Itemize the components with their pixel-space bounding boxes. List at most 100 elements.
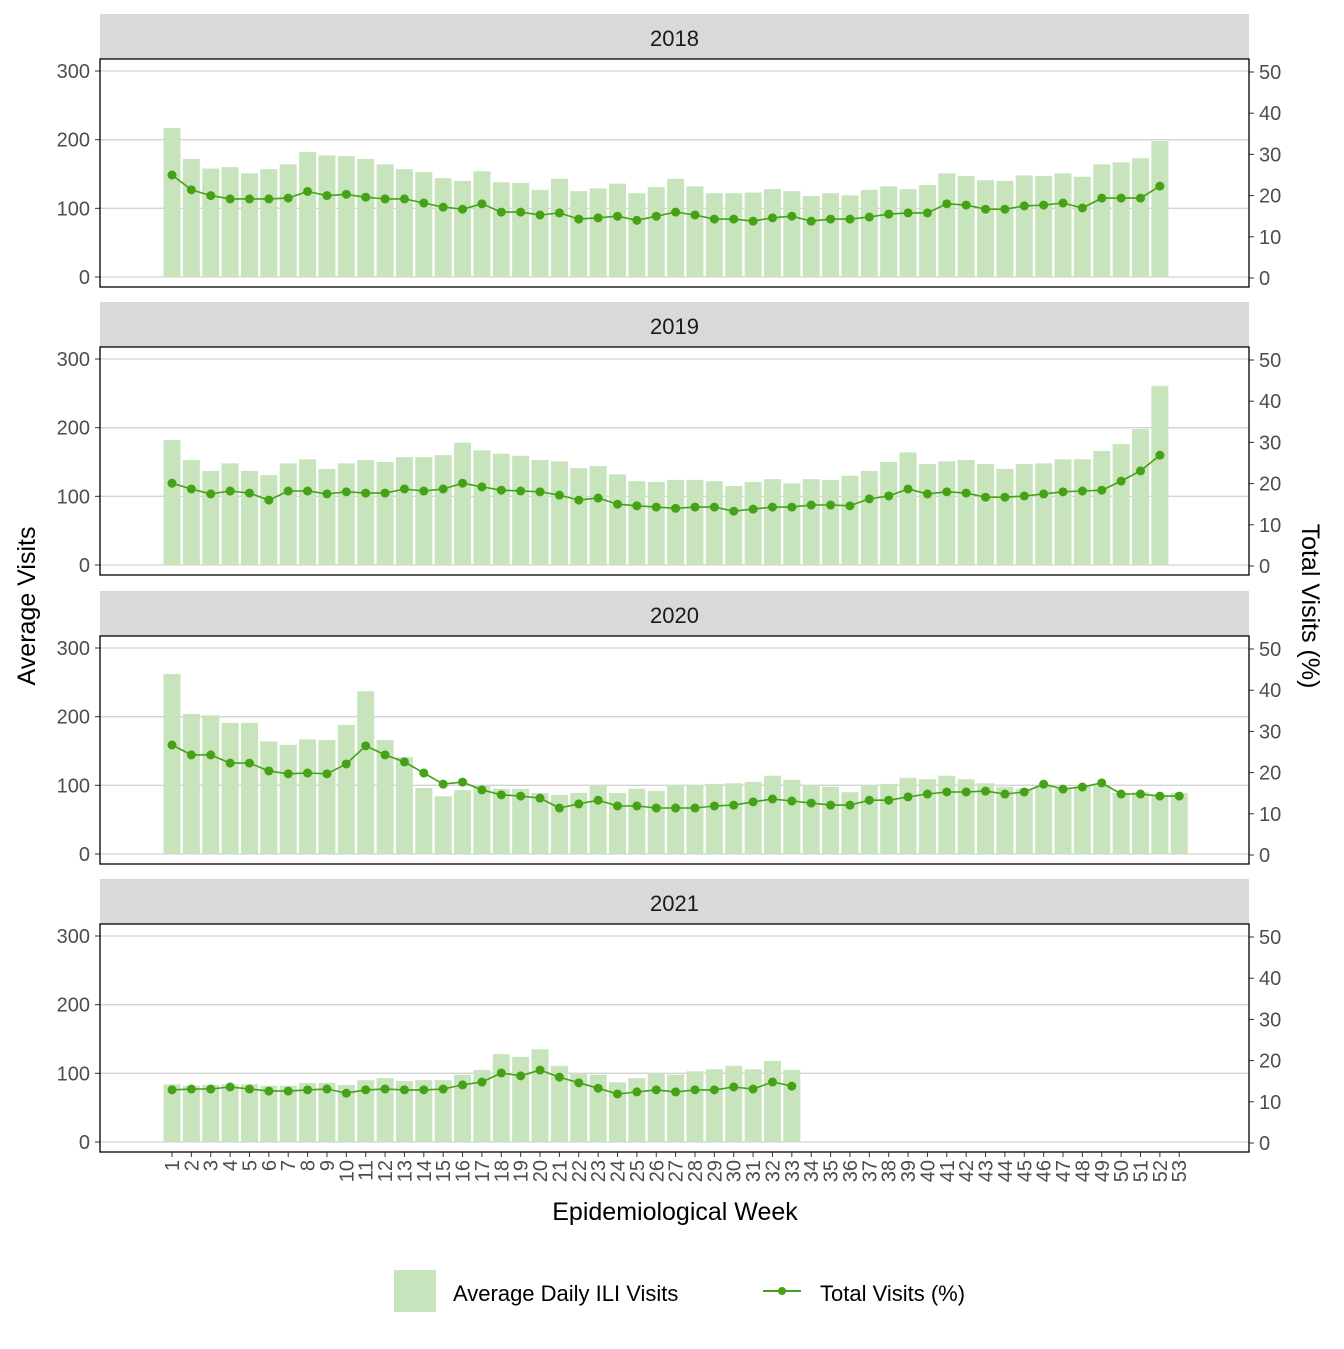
y-right-tick-label: 40 [1259,968,1281,990]
bar-week-33 [783,191,801,277]
bar-week-15 [434,178,452,277]
line-point-week-27 [671,1087,681,1097]
line-point-week-38 [884,491,894,501]
line-point-week-8 [303,1085,313,1095]
panel-title: 2019 [650,314,699,339]
line-point-week-14 [419,198,429,208]
bar-week-23 [589,466,607,565]
legend-line-label: Total Visits (%) [820,1281,965,1306]
bar-week-21 [550,1065,568,1142]
line-point-week-48 [1077,486,1087,496]
bar-week-11 [357,459,375,565]
line-point-week-19 [516,207,526,217]
line-point-week-5 [244,758,254,768]
bar-week-28 [686,479,704,565]
bar-week-24 [609,792,627,854]
bar-week-32 [763,1060,781,1142]
bar-week-12 [376,462,394,565]
bar-week-46 [1035,785,1053,854]
line-point-week-22 [574,495,584,505]
line-point-week-29 [709,214,719,224]
line-point-week-25 [632,1087,642,1097]
bar-week-43 [977,783,995,854]
bar-week-14 [415,1080,433,1142]
line-point-week-11 [361,741,371,751]
y-axis-title: Average Visits [13,527,41,686]
line-point-week-18 [496,485,506,495]
bar-week-36 [841,792,859,854]
x-tick-label: 33 [782,1160,804,1182]
bar-week-14 [415,171,433,277]
line-point-week-18 [496,207,506,217]
y-tick-label: 200 [57,707,90,729]
bar-week-1 [163,1084,181,1142]
bar-week-35 [822,193,840,277]
line-point-week-34 [806,216,816,226]
bar-week-50 [1112,444,1130,565]
legend-bar-swatch [394,1270,436,1312]
bar-week-22 [570,191,588,277]
bar-week-11 [357,158,375,277]
x-tick-label: 31 [743,1160,765,1182]
x-tick-label: 17 [472,1160,494,1182]
bar-week-50 [1112,792,1130,854]
bar-week-2 [182,459,200,565]
y-right-tick-label: 30 [1259,144,1281,166]
bar-week-52 [1151,141,1169,277]
panel-strip [100,14,1249,59]
bar-week-1 [163,127,181,277]
line-point-week-30 [729,214,739,224]
x-tick-label: 51 [1131,1160,1153,1182]
line-point-week-25 [632,501,642,511]
bar-week-38 [880,186,898,277]
line-point-week-25 [632,215,642,225]
x-axis-title: Epidemiological Week [552,1198,798,1226]
x-tick-label: 52 [1150,1160,1172,1182]
bar-week-49 [1093,785,1111,854]
line-point-week-29 [709,1085,719,1095]
bar-week-4 [221,167,239,277]
bar-week-32 [763,189,781,277]
line-point-week-6 [264,766,274,776]
bar-week-49 [1093,451,1111,565]
line-point-week-3 [206,489,216,499]
line-point-week-16 [458,1080,468,1090]
line-point-week-16 [458,478,468,488]
panel-2018: 2018 0 100 200 300 0 10 20 30 40 50 [57,14,1281,290]
line-point-week-37 [864,212,874,222]
bar-week-37 [860,785,878,854]
line-point-week-42 [961,200,971,210]
bar-week-24 [609,474,627,565]
bar-week-26 [647,1074,665,1142]
line-point-week-17 [477,199,487,209]
line-point-week-20 [535,210,545,220]
panel-strip [100,879,1249,924]
line-point-week-45 [1019,201,1029,211]
line-point-week-6 [264,495,274,505]
panel-title: 2021 [650,891,699,916]
bar-week-43 [977,180,995,277]
y-tick-label: 0 [79,555,90,577]
line-point-week-21 [554,208,564,218]
line-point-week-18 [496,1068,506,1078]
bar-week-42 [957,779,975,854]
line-point-week-20 [535,793,545,803]
bar-week-9 [318,1082,336,1142]
bar-week-13 [395,457,413,565]
bar-week-40 [918,779,936,854]
bar-week-25 [628,193,646,277]
y-right-tick-label: 50 [1259,927,1281,949]
bar-week-2 [182,1085,200,1142]
line-point-week-13 [399,484,409,494]
bar-week-8 [299,739,317,854]
bar-week-44 [996,180,1014,277]
line-point-week-37 [864,795,874,805]
line-point-week-7 [283,769,293,779]
line-point-week-11 [361,192,371,202]
bar-week-52 [1151,794,1169,854]
x-tick-label: 4 [220,1160,242,1171]
line-point-week-35 [826,214,836,224]
bar-week-20 [531,792,549,854]
line-point-week-39 [903,484,913,494]
